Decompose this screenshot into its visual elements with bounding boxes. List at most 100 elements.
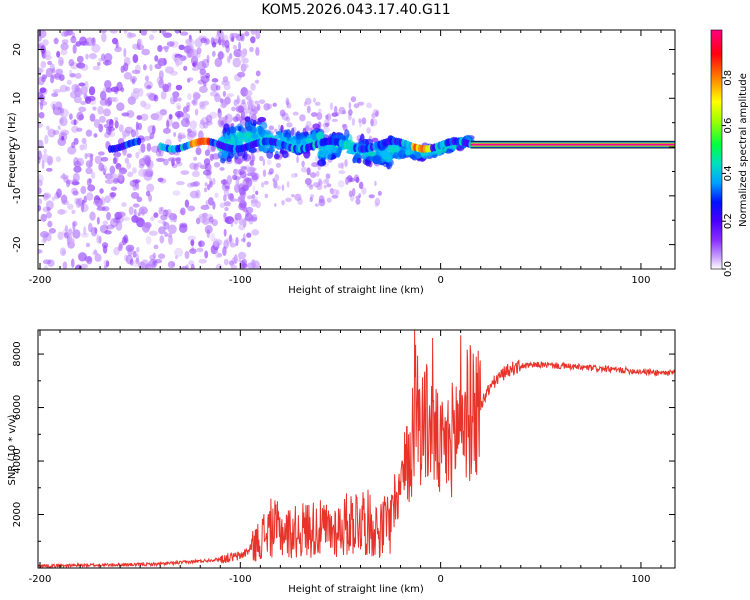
spectrogram-cell [230,219,234,228]
spectrogram-cell [198,130,204,140]
spectrogram-cell [69,73,76,78]
spectrogram-cell [377,190,382,196]
spectrogram-cell [249,171,256,177]
spectrogram-cell [372,154,382,165]
spectrogram-cell [78,82,86,87]
spectrogram-cell [242,233,246,243]
spectrogram-cell [77,197,84,207]
spectrogram-cell [208,216,214,223]
spectrogram-cell [114,116,119,122]
spectrogram-cell [286,181,290,188]
spectrogram-cell [237,251,247,260]
spectrogram-cell [223,194,227,202]
spectrogram-cell [174,30,181,34]
spectrogram-cell [275,162,282,168]
snr-xtick-label: 0 [437,574,443,585]
spectrogram-cell [331,188,338,196]
spectrogram-cell [238,183,245,191]
spectrogram-cell [198,240,202,247]
spectrogram-cell [236,106,244,112]
spectrogram-cell [240,238,246,242]
spectrogram-cell [40,60,47,69]
spectrogram-cell [211,219,218,227]
spectrogram-cell [121,130,131,137]
spectrogram-cell [241,55,246,64]
spectrogram-cell [46,167,53,172]
spectrogram-cell [110,86,119,93]
spectrogram-cell [316,184,323,191]
spectrogram-cell [218,36,222,46]
spectrogram-cell [239,170,247,179]
spectrogram-cell [115,221,123,231]
spectrogram-cell [131,69,141,74]
spectrogram-cell [117,245,123,252]
spectrogram-cell [325,173,331,180]
spectrogram-cell [128,206,134,215]
spectrogram-cell [214,57,223,68]
spectrogram-cell [252,167,257,172]
spectrogram-cell [98,162,105,172]
spectrogram-cell [92,65,101,71]
spectrogram-cell [99,98,108,106]
spectrogram-cell [182,112,191,121]
spectrogram-cell [140,113,149,121]
spectrogram-cell [144,263,151,269]
spectrogram-cell [220,179,228,185]
spectrogram-cell [136,42,142,51]
spectrogram-cell [227,57,231,64]
colorbar-tick-label: 0.4 [723,165,734,181]
spectrogram-cell [240,50,247,58]
spectrogram-cell [92,199,102,206]
spectrogram-cell [308,184,314,190]
spectrogram-cell [126,153,132,158]
spectrogram-cell [326,197,332,203]
spectrogram-cell [261,181,265,188]
spectrogram-cell [57,208,66,215]
spectrogram-cell [109,217,119,228]
spectrogram-cell [305,137,313,143]
spectrogram-cell [52,106,63,116]
spectrogram-cell [79,36,87,46]
spectrogram-cell [198,215,207,224]
spectrogram-cell [109,118,114,129]
spectrogram-cell [233,99,238,107]
spectrogram-cell [130,191,140,199]
spectrogram-cell [303,101,307,107]
spectrogram-cell [210,83,219,92]
spectrogram-cell [223,201,231,207]
spectrogram-cell [206,54,210,63]
spectrogram-cell [206,229,211,239]
snr-y-label: SNR (10 * v/v) [7,414,18,485]
spectrogram-cell [48,227,57,234]
spectrogram-cell [153,244,159,250]
spectrogram-cell [85,96,92,104]
spectrogram-cell [76,111,84,121]
spectrogram-cell [74,72,82,79]
spectrogram-cell [109,30,118,34]
spectrogram-cell [215,84,221,91]
spectrogram-cell [85,160,93,168]
spectrogram-cell [115,163,122,170]
spectrogram-cell [189,162,197,170]
spectrogram-cell [158,226,166,235]
spectrogram-ytick-label: -20 [12,236,23,252]
spectrogram-cell [223,258,229,266]
spectrogram-cell [43,148,47,155]
colorbar-tick-label: 0.0 [723,261,734,277]
spectrogram-cell [167,260,176,269]
spectrogram-cell [164,47,169,53]
spectrogram-cell [124,254,129,262]
spectrogram-cell [99,224,109,234]
spectrogram-cell [219,39,226,46]
spectrogram-cell [236,95,240,105]
spectrogram-cell [312,123,321,130]
spectrogram-cell [85,53,89,60]
spectrogram-cell [167,157,177,162]
spectrogram-cell [245,90,253,97]
spectrogram-cell [197,60,207,71]
spectrogram-cell [223,228,227,237]
spectrogram-cell [279,109,286,117]
spectrogram-cell [88,222,93,233]
spectrogram-cell [67,237,75,244]
spectrogram-cell [173,96,179,103]
